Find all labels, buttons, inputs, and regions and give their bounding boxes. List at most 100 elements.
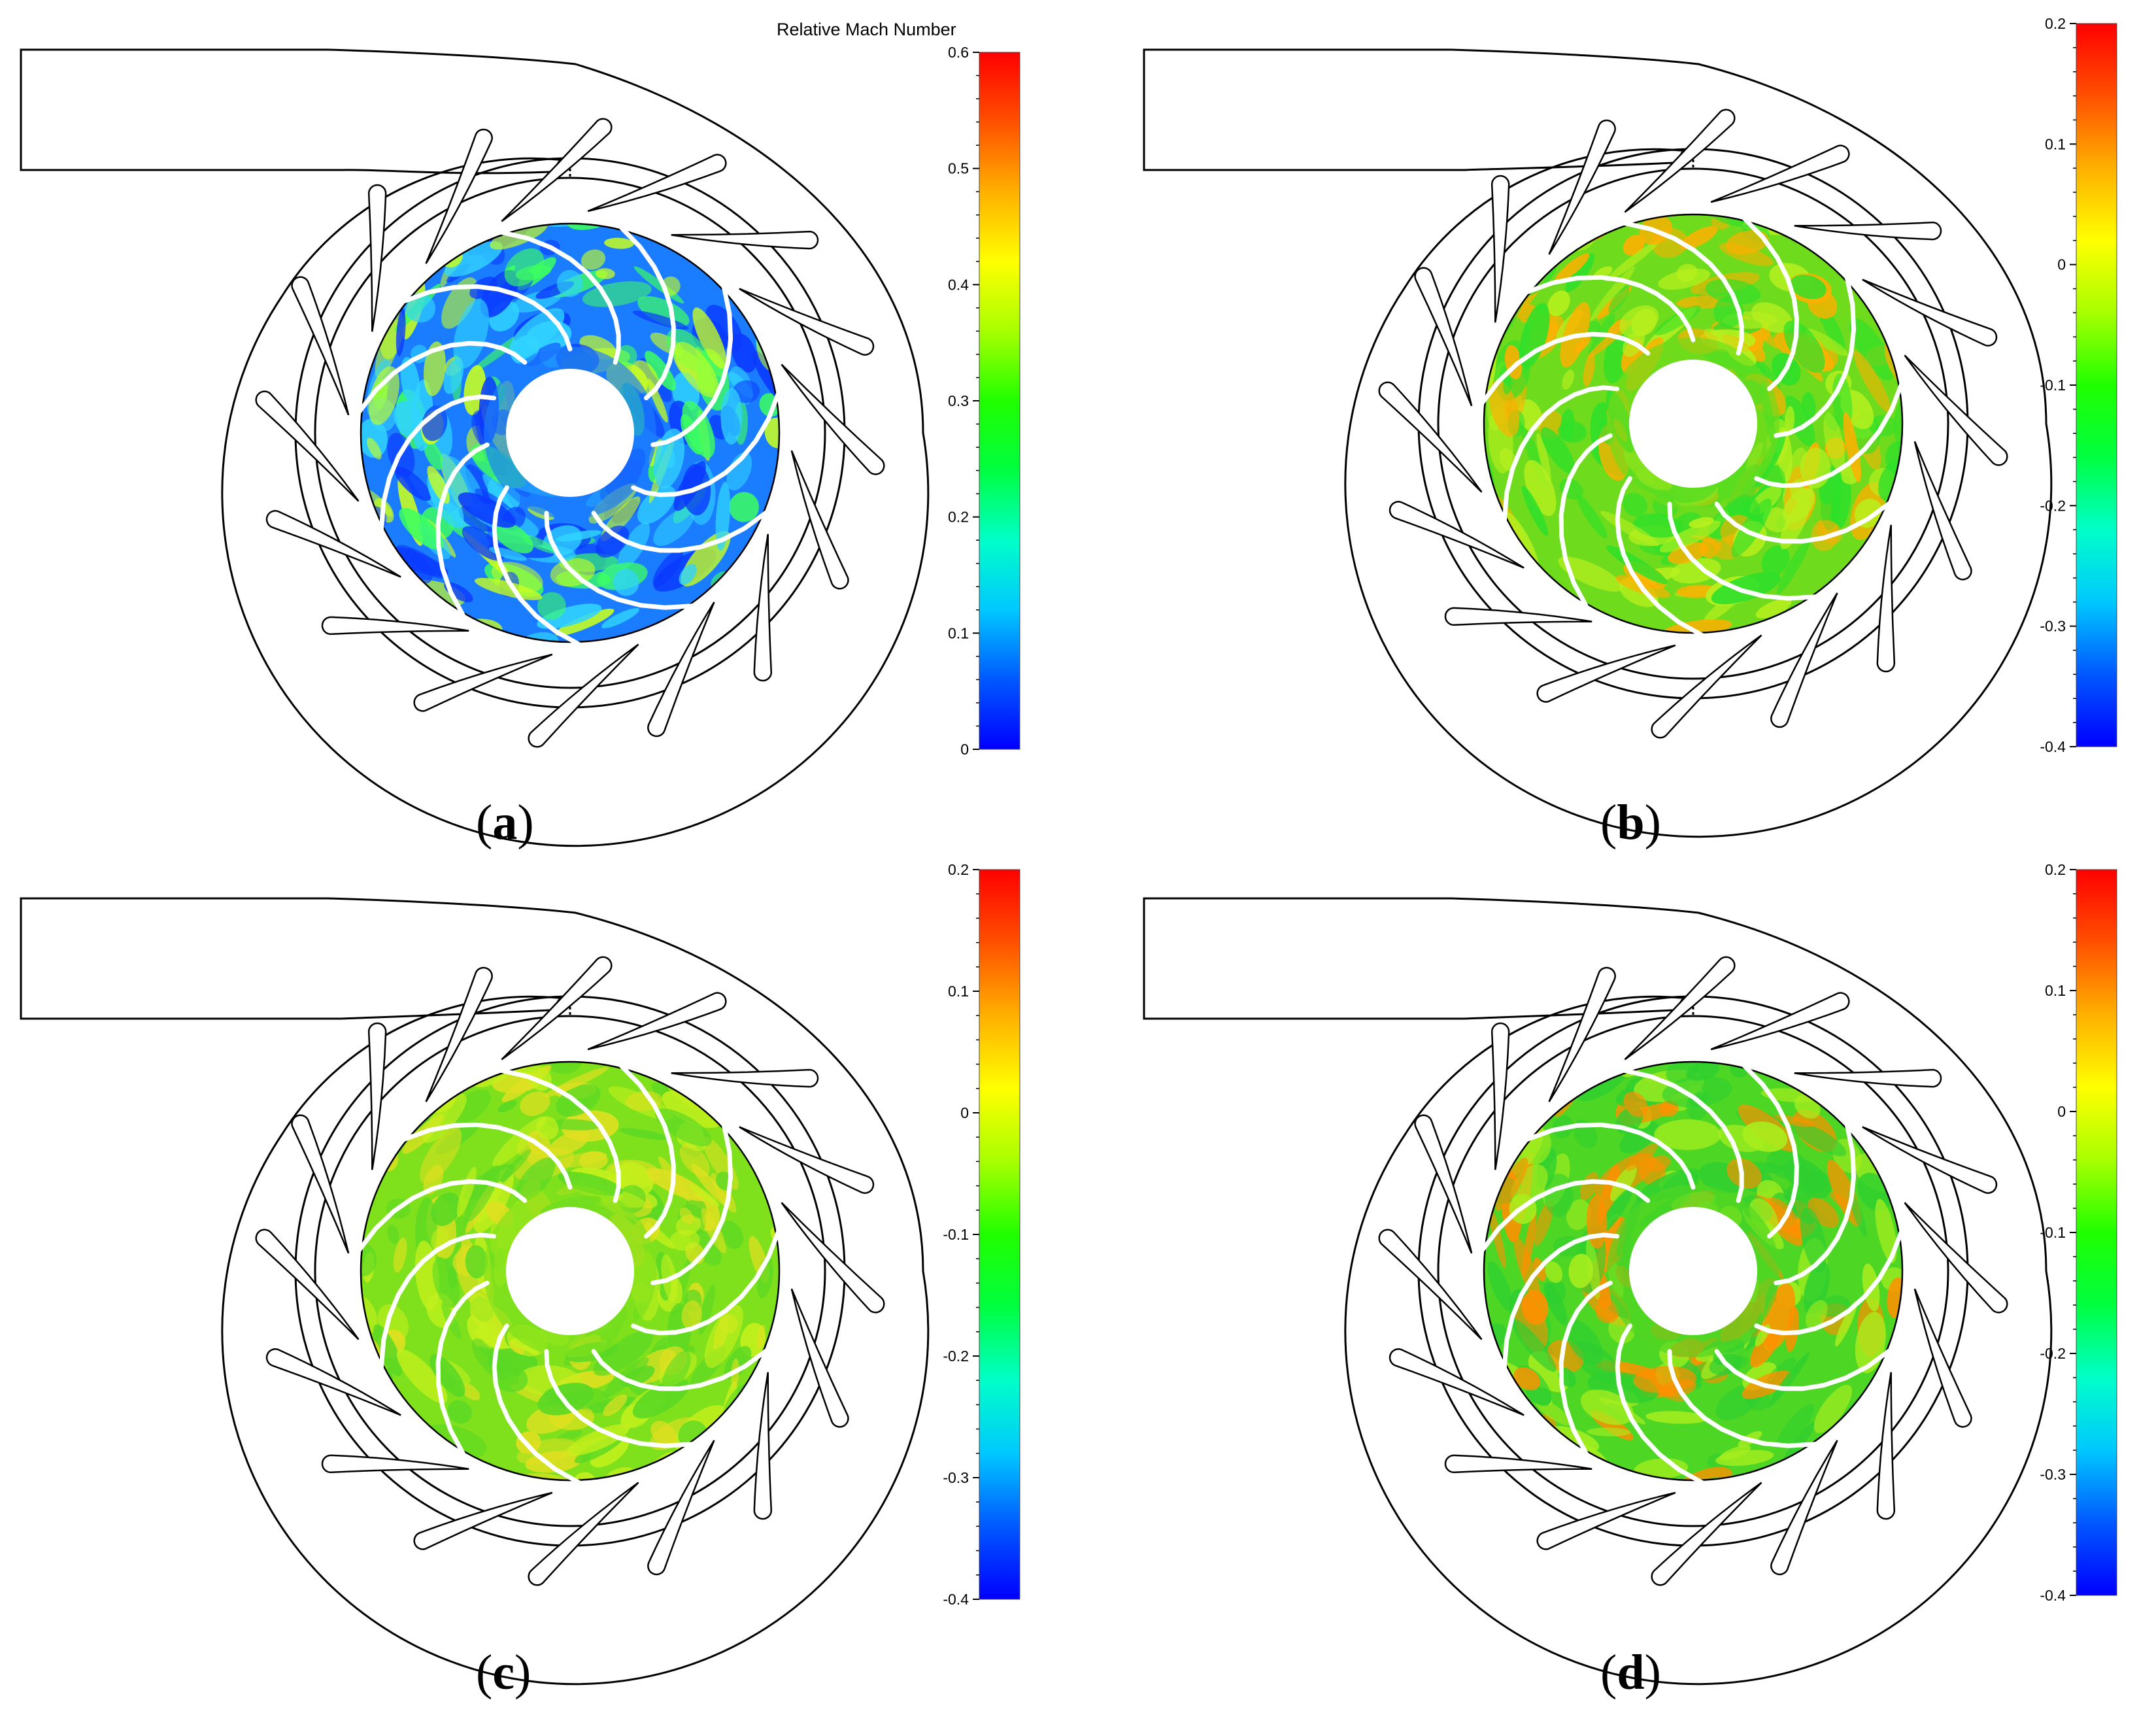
hub-hole xyxy=(1629,360,1757,488)
flow-blob xyxy=(465,1245,488,1279)
flow-blob xyxy=(414,1240,440,1311)
flow-blob xyxy=(1606,545,1668,585)
impeller-blade xyxy=(357,1179,528,1253)
flow-blob xyxy=(1610,1164,1637,1202)
flow-blob xyxy=(1625,1143,1658,1171)
impeller-blade xyxy=(499,229,621,365)
flow-blob xyxy=(1666,1062,1700,1083)
diffuser-vane xyxy=(1548,119,1616,255)
impeller-outline xyxy=(360,222,781,643)
diffuser-vane xyxy=(1378,381,1483,493)
flow-blob xyxy=(1689,517,1714,528)
flow-blob xyxy=(453,299,489,369)
flow-blob xyxy=(367,437,382,460)
flow-blob xyxy=(1587,1427,1631,1436)
flow-blob xyxy=(1659,520,1721,553)
caption-letter-c: c xyxy=(492,1645,515,1700)
diffuser-vane xyxy=(647,602,715,738)
flow-blob xyxy=(1536,432,1551,483)
flow-blob xyxy=(420,1127,462,1183)
flow-blob xyxy=(1680,226,1718,250)
impeller-blade xyxy=(379,394,497,532)
flow-blob xyxy=(1686,1045,1707,1062)
colorbar-tick-label: 0.5 xyxy=(948,160,969,177)
flow-blob xyxy=(393,1237,407,1273)
colorbar-tick-label: 0.2 xyxy=(948,509,969,526)
flow-blob xyxy=(396,1349,448,1404)
diffuser-vane xyxy=(587,154,727,212)
flow-blob xyxy=(1606,240,1660,282)
diffuser-vane xyxy=(321,1454,469,1474)
diffuser-vane xyxy=(501,118,613,222)
diffuser-vane xyxy=(1414,267,1473,407)
flow-blob xyxy=(1647,1155,1671,1172)
flow-blob xyxy=(1662,1076,1732,1108)
flow-blob xyxy=(1777,1404,1815,1449)
impeller-blade xyxy=(544,511,695,610)
impeller-blade xyxy=(499,1068,621,1203)
flow-blob xyxy=(1791,1121,1847,1157)
flow-blob xyxy=(422,405,448,441)
flow-blob xyxy=(497,1100,517,1113)
flow-blob xyxy=(1726,229,1769,255)
impeller-blade xyxy=(1480,331,1651,405)
impeller-blade xyxy=(1622,220,1744,356)
flow-blob xyxy=(1785,406,1795,434)
flow-blob xyxy=(1534,1200,1554,1246)
diffuser-vane xyxy=(1651,634,1762,739)
impeller-blade xyxy=(1558,433,1613,609)
flow-blob xyxy=(492,520,533,554)
flow-blob xyxy=(1875,1198,1897,1263)
flow-blob xyxy=(679,564,697,585)
flow-blob xyxy=(1726,1158,1762,1189)
flow-blob xyxy=(1583,353,1595,387)
colorbar-tick-label: -0.2 xyxy=(943,1348,969,1365)
flow-blob xyxy=(619,1128,669,1140)
flow-blob xyxy=(1843,412,1862,483)
impeller-blade xyxy=(591,510,769,553)
diffuser-vane xyxy=(1624,109,1736,213)
diffuser-vane xyxy=(367,184,387,332)
flow-blob xyxy=(756,1324,766,1350)
colorbar-tick-label: -0.2 xyxy=(2040,1345,2066,1362)
flow-blob xyxy=(579,1151,608,1170)
panel-b: 0.2 0.1 0 -0.1 -0.2 -0.3 -0.4 xyxy=(1143,15,2117,838)
flow-blob xyxy=(515,265,552,280)
flow-blob xyxy=(1623,234,1645,256)
impeller-blade xyxy=(650,1123,733,1285)
flow-blob xyxy=(548,1130,590,1156)
diffuser-vane xyxy=(1548,966,1616,1102)
flow-blob xyxy=(1765,1197,1800,1232)
impeller-blade xyxy=(1714,1348,1892,1391)
flow-blob xyxy=(373,1324,403,1376)
flow-blob xyxy=(1829,1192,1852,1210)
flow-blob xyxy=(1489,380,1520,437)
flow-blob xyxy=(1566,1199,1591,1231)
flow-blob xyxy=(1554,253,1590,283)
colorbar-tick-label: 0.1 xyxy=(948,983,969,1000)
diffuser-vane xyxy=(425,966,493,1102)
caption-c: (c) xyxy=(476,1645,531,1700)
diffuser-inner-ring xyxy=(314,177,826,689)
diffuser-vane xyxy=(753,534,773,682)
colorbar-tick-label: 0 xyxy=(960,1104,969,1121)
diffuser-vane xyxy=(1414,1114,1473,1254)
flow-blob xyxy=(1565,253,1595,292)
colorbar-tick-label: -0.4 xyxy=(2040,1587,2066,1604)
impeller-blade xyxy=(492,485,582,647)
flow-blob xyxy=(1645,1411,1708,1424)
flow-blob xyxy=(458,492,516,528)
diffuser-vane xyxy=(1389,501,1524,569)
impeller-blade xyxy=(631,391,781,498)
colorbar-tick-label: -0.3 xyxy=(2040,618,2066,635)
impeller-blade xyxy=(1714,501,1892,544)
impeller-blade xyxy=(357,341,528,415)
impeller-blade xyxy=(1774,1123,1857,1285)
flow-blob xyxy=(595,268,615,279)
flow-blob xyxy=(603,1394,628,1417)
flow-blob xyxy=(615,345,637,367)
diffuser-vane xyxy=(1876,1372,1896,1520)
flow-blob xyxy=(1755,598,1792,619)
colorbar-title-a: Relative Mach Number xyxy=(777,20,956,39)
